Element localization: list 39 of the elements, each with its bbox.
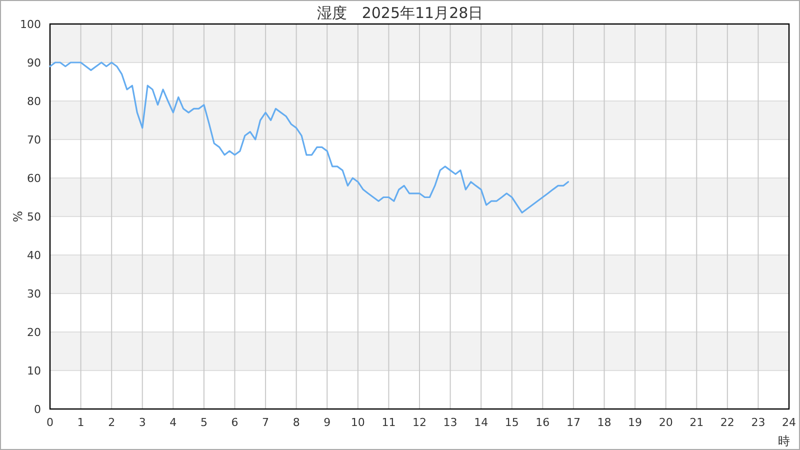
x-tick-label: 4 — [170, 416, 177, 429]
x-tick-label: 10 — [350, 416, 365, 429]
x-tick-label: 23 — [751, 416, 766, 429]
x-tick-label: 16 — [536, 416, 550, 429]
x-tick-label: 21 — [690, 416, 704, 429]
x-tick-label: 17 — [566, 416, 580, 429]
x-tick-label: 20 — [658, 416, 673, 429]
x-tick-label: 13 — [443, 416, 458, 429]
y-tick-label: 20 — [27, 326, 41, 339]
x-tick-label: 6 — [231, 416, 238, 429]
y-tick-label: 40 — [27, 249, 41, 262]
x-tick-label: 22 — [720, 416, 734, 429]
x-tick-label: 24 — [782, 416, 796, 429]
y-tick-label: 70 — [27, 134, 41, 146]
x-tick-label: 18 — [597, 416, 612, 429]
y-tick-label: 80 — [27, 95, 41, 108]
x-tick-label: 2 — [108, 416, 116, 429]
x-tick-label: 8 — [292, 416, 300, 429]
y-tick-label: 90 — [27, 56, 41, 70]
y-tick-label: 100 — [20, 18, 41, 31]
x-axis-title: 時 — [778, 434, 790, 448]
x-tick-label: 19 — [628, 416, 642, 429]
y-tick-label: 0 — [34, 403, 41, 416]
x-tick-label: 9 — [324, 416, 331, 429]
y-axis-title: % — [11, 210, 25, 222]
x-tick-label: 12 — [412, 416, 426, 429]
y-tick-label: 10 — [27, 364, 41, 378]
x-tick-label: 14 — [474, 416, 488, 429]
x-tick-label: 5 — [200, 416, 208, 429]
x-tick-label: 11 — [382, 416, 396, 429]
x-tick-label: 7 — [262, 416, 270, 429]
y-tick-label: 50 — [27, 210, 41, 224]
x-tick-label: 15 — [504, 416, 519, 429]
x-tick-label: 1 — [77, 416, 84, 429]
y-tick-label: 60 — [27, 172, 41, 185]
y-tick-label: 30 — [27, 288, 41, 300]
chart-title: 湿度 2025年11月28日 — [316, 4, 484, 22]
x-tick-label: 0 — [46, 416, 54, 429]
x-tick-label: 3 — [138, 416, 146, 429]
